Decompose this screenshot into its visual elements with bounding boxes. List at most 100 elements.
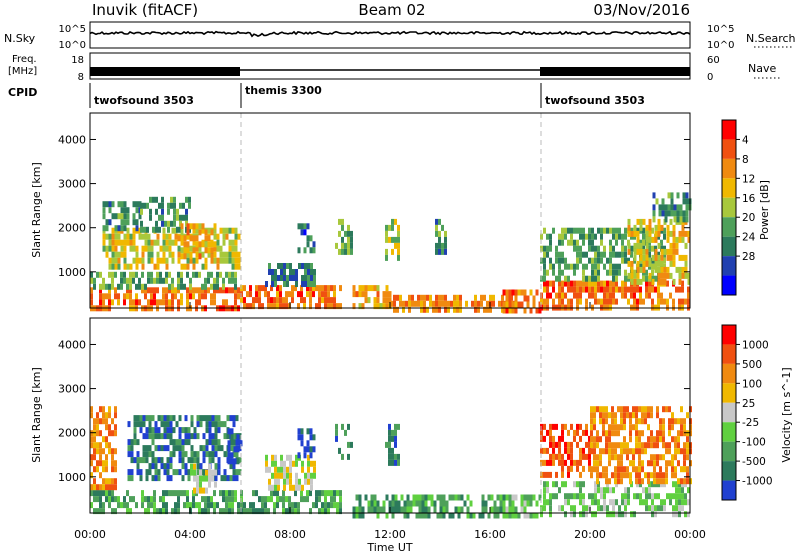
heatmap-cell-14 — [677, 478, 680, 485]
heatmap-cell-16 — [615, 269, 618, 276]
heatmap-cell-18 — [679, 216, 683, 223]
heatmap-cell-12 — [432, 300, 435, 307]
heatmap-cell-18 — [670, 192, 674, 199]
heatmap-cell-0 — [222, 490, 225, 497]
heatmap-cell-10 — [394, 423, 397, 430]
heatmap-cell-2 — [151, 463, 155, 470]
heatmap-cell-2 — [154, 421, 158, 428]
heatmap-cell-0 — [153, 502, 156, 509]
heatmap-cell-1 — [231, 271, 234, 278]
heatmap-cell-17 — [687, 272, 691, 279]
heatmap-cell-1 — [159, 271, 162, 278]
heatmap-cell-2 — [172, 427, 176, 434]
heatmap-cell-12 — [546, 481, 549, 488]
heatmap-cell-4 — [176, 214, 179, 221]
heatmap-cell-1 — [234, 271, 237, 278]
heatmap-cell-17 — [645, 254, 649, 261]
heatmap-cell-12 — [435, 300, 438, 307]
heatmap-cell-9 — [445, 500, 449, 507]
heatmap-cell-13 — [438, 230, 441, 237]
heatmap-cell-2 — [150, 245, 154, 252]
heatmap-cell-8 — [303, 247, 307, 254]
heatmap-cell-12 — [459, 306, 462, 313]
heatmap-cell-2 — [123, 257, 127, 264]
heatmap-cell-16 — [549, 263, 552, 270]
heatmap-cell-8 — [306, 223, 310, 230]
heatmap-cell-3 — [108, 207, 112, 214]
heatmap-cell-7 — [271, 269, 274, 275]
heatmap-cell-2 — [187, 439, 191, 446]
heatmap-cell-17 — [672, 230, 676, 237]
heatmap-cell-4 — [158, 202, 161, 209]
heatmap-cell-0 — [174, 293, 177, 300]
heatmap-cell-16 — [624, 275, 627, 282]
heatmap-cell-4 — [155, 226, 158, 233]
heatmap-cell-6 — [291, 297, 294, 304]
heatmap-cell-5 — [243, 502, 246, 509]
heatmap-cell-12 — [645, 487, 648, 494]
heatmap-cell-0 — [150, 293, 153, 300]
heatmap-cell-12 — [429, 294, 432, 301]
heatmap-cell-15 — [657, 298, 660, 305]
heatmap-cell-15 — [627, 286, 630, 293]
heatmap-cell-2 — [141, 257, 145, 264]
heatmap-cell-13 — [543, 459, 546, 466]
heatmap-cell-6 — [315, 303, 318, 310]
cpid-row: CPID twofsound 3503 themis 3300 twofsoun… — [8, 83, 645, 108]
heatmap-cell-14 — [677, 442, 680, 449]
heatmap-cell-17 — [660, 272, 664, 279]
heatmap-cell-2 — [165, 233, 169, 240]
heatmap-cell-11 — [385, 254, 388, 261]
heatmap-cell-6 — [265, 460, 268, 467]
colorbar-swatch — [722, 363, 736, 384]
heatmap-cell-9 — [406, 506, 410, 513]
heatmap-cell-15 — [591, 280, 594, 287]
heatmap-cell-0 — [147, 496, 150, 503]
heatmap-cell-1 — [93, 418, 96, 425]
heatmap-cell-12 — [477, 300, 480, 307]
heatmap-cell-2 — [166, 475, 170, 482]
heatmap-cell-13 — [546, 429, 549, 436]
heatmap-cell-1 — [165, 271, 168, 278]
heatmap-cell-18 — [673, 216, 677, 223]
heatmap-cell-9 — [424, 500, 428, 507]
heatmap-cell-7 — [301, 281, 304, 287]
heatmap-cell-4 — [152, 226, 155, 233]
heatmap-cell-13 — [567, 447, 570, 454]
heatmap-cell-2 — [223, 433, 227, 440]
heatmap-cell-15 — [660, 292, 663, 299]
heatmap-cell-16 — [588, 239, 591, 246]
heatmap-cell-17 — [630, 278, 634, 285]
heatmap-cell-17 — [627, 242, 631, 249]
heatmap-cell-0 — [126, 502, 129, 509]
heatmap-cell-6 — [279, 291, 282, 298]
heatmap-cell-6 — [285, 297, 288, 304]
heatmap-cell-2 — [123, 239, 127, 246]
heatmap-cell-17 — [666, 230, 670, 237]
heatmap-cell-2 — [190, 421, 194, 428]
heatmap-cell-6 — [274, 478, 277, 485]
colorbar-tick-label: -500 — [742, 456, 766, 468]
heatmap-cell-10 — [394, 435, 397, 442]
heatmap-cell-5 — [315, 496, 318, 503]
heatmap-cell-17 — [654, 248, 658, 255]
heatmap-cell-2 — [181, 475, 185, 482]
heatmap-cell-14 — [617, 406, 620, 413]
heatmap-cell-4 — [149, 208, 152, 215]
heatmap-cell-2 — [223, 469, 227, 476]
heatmap-cell-6 — [300, 297, 303, 304]
heatmap-cell-2 — [232, 433, 236, 440]
heatmap-cell-6 — [336, 303, 339, 310]
heatmap-cell-1 — [204, 283, 207, 290]
heatmap-cell-10 — [367, 285, 371, 292]
heatmap-cell-13 — [552, 447, 555, 454]
heatmap-cell-2 — [126, 227, 130, 234]
heatmap-cell-2 — [181, 451, 185, 458]
heatmap-cell-6 — [280, 460, 283, 467]
heatmap-cell-0 — [222, 299, 225, 306]
heatmap-cell-2 — [162, 227, 166, 234]
heatmap-cell-9 — [344, 242, 347, 249]
heatmap-cell-16 — [570, 239, 573, 246]
heatmap-cell-16 — [591, 263, 594, 270]
